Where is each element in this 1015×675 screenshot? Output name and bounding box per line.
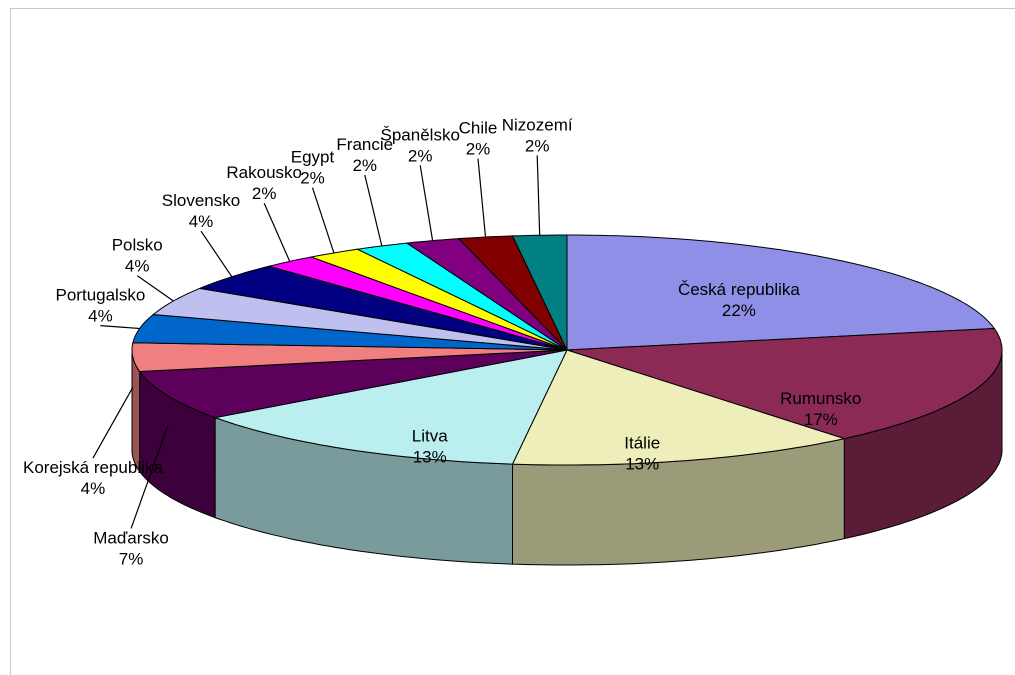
slice-label: Itálie 13%	[624, 433, 660, 473]
slice-name: Portugalsko	[56, 286, 146, 305]
pie-slice	[309, 248, 568, 351]
leader-line	[536, 155, 541, 236]
slice-name: Polsko	[112, 236, 163, 255]
slice-value: 13%	[413, 447, 447, 466]
slice-value: 4%	[88, 307, 113, 326]
chart-frame	[10, 8, 1015, 675]
slice-name: Španělsko	[381, 125, 460, 144]
leader-line	[419, 165, 434, 241]
pie-sides	[131, 349, 1003, 566]
slice-label: Portugalsko 4%	[56, 286, 146, 326]
pie-labels: Česká republika 22%Rumunsko 17%Itálie 13%Li…	[23, 115, 861, 568]
slice-label: Česká republika 22%	[678, 280, 800, 320]
slice-value: 4%	[125, 257, 150, 276]
slice-name: Česká republika	[678, 280, 800, 299]
pie-slice	[566, 234, 996, 351]
slice-label: Španělsko 2%	[381, 125, 460, 165]
leader-line	[477, 158, 487, 238]
leader-line	[263, 202, 291, 262]
leader-line	[136, 275, 174, 302]
slice-label: Francie 2%	[336, 135, 393, 175]
slice-name: Rumunsko	[780, 389, 861, 408]
pie-slice	[213, 349, 568, 465]
pie-tops	[131, 234, 1003, 466]
slice-value: 13%	[625, 454, 659, 473]
slice-value: 22%	[722, 301, 756, 320]
slice-name: Francie	[336, 135, 393, 154]
slice-label: Nizozemí 2%	[502, 115, 573, 155]
pie-slice	[511, 349, 847, 466]
pie-slice	[138, 349, 568, 419]
leader-line	[92, 386, 134, 459]
slice-label: Korejská republika 4%	[23, 458, 163, 498]
slice-value: 7%	[119, 549, 144, 568]
pie-slice	[131, 342, 568, 373]
pie-slice	[511, 234, 568, 351]
pie-slice	[566, 327, 1003, 440]
pie-slice	[355, 242, 568, 351]
slice-label: Rumunsko 17%	[780, 389, 861, 429]
slice-value: 17%	[804, 410, 838, 429]
slice-value: 2%	[525, 136, 550, 155]
slice-label: Egypt 2%	[291, 148, 335, 188]
slice-name: Nizozemí	[502, 115, 573, 134]
slice-label: Polsko 4%	[112, 236, 163, 276]
slice-value: 4%	[81, 479, 106, 498]
slice-value: 2%	[352, 156, 377, 175]
slice-value: 2%	[252, 184, 277, 203]
slice-value: 2%	[466, 140, 491, 159]
slice-label: Slovensko 4%	[162, 191, 240, 231]
slice-name: Chile	[459, 119, 498, 138]
slice-name: Slovensko	[162, 191, 240, 210]
slice-name: Itálie	[624, 433, 660, 452]
slice-name: Rakousko	[226, 163, 302, 182]
leader-line	[311, 187, 335, 254]
slice-name: Korejská republika	[23, 458, 163, 477]
slice-value: 2%	[300, 169, 325, 188]
slice-name: Litva	[412, 426, 448, 445]
pie-slice	[405, 238, 568, 351]
leader-line	[364, 174, 383, 247]
slice-label: Maďarsko 7%	[93, 528, 169, 568]
leader-line	[100, 325, 140, 330]
slice-value: 4%	[189, 212, 214, 231]
pie-slice	[197, 265, 568, 351]
slice-label: Chile 2%	[459, 119, 498, 159]
slice-label: Litva 13%	[412, 426, 448, 466]
leader-line	[200, 230, 233, 278]
slice-name: Egypt	[291, 148, 335, 167]
slice-name: Maďarsko	[93, 528, 169, 547]
slice-label: Rakousko 2%	[226, 163, 302, 203]
slice-value: 2%	[408, 146, 433, 165]
leader-line	[130, 425, 169, 529]
